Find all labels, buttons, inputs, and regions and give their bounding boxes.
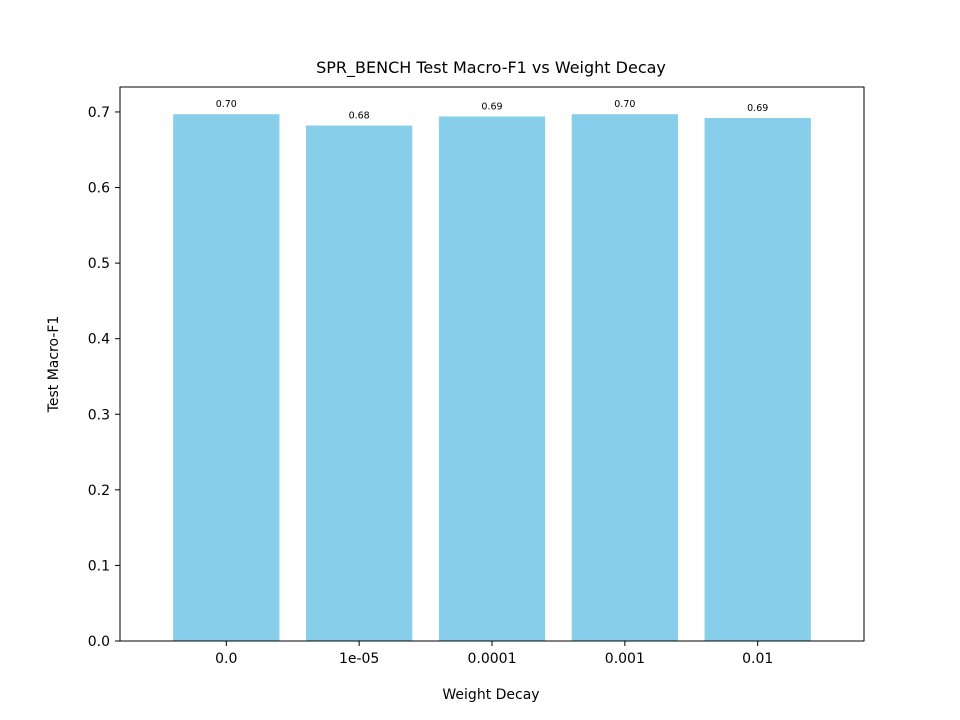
plot-frame [119,86,865,642]
y-tick-label-0.1: 0.1 [88,558,110,574]
x-tick-label-0.001: 0.001 [605,651,645,667]
y-tick-label-0.3: 0.3 [88,407,110,423]
x-tick-label-1e-05: 1e-05 [339,651,379,667]
x-tick-label-0.0001: 0.0001 [468,651,517,667]
bar-0.0001 [438,116,546,641]
y-tick-label-0.5: 0.5 [88,256,110,272]
bar-0.001 [571,114,678,641]
y-tick-label-0.0: 0.0 [88,634,110,650]
data-label-0.0: 0.70 [216,99,237,110]
y-tick-label-0.2: 0.2 [88,483,110,499]
data-label-0.01: 0.69 [747,103,768,114]
data-label-0.0001: 0.69 [481,101,502,112]
axes: 0.0 1e-05 0.0001 0.001 0.01 0.0 0.1 0.2 0.3 0.4 0.… [88,86,865,667]
y-axis-label: Test Macro-F1 [46,316,62,414]
bar-0.0 [173,114,280,641]
x-tick-label-0.0: 0.0 [215,651,237,667]
data-label-0.001: 0.70 [614,99,635,110]
y-tick-label-0.6: 0.6 [88,181,110,197]
data-label-1e-05: 0.68 [349,111,370,122]
x-tick-label-0.01: 0.01 [742,651,773,667]
bar-0.01 [704,117,811,641]
bars: 0.70 0.68 0.69 0.70 0.69 [173,99,811,641]
x-axis-label: Weight Decay [442,687,539,703]
y-tick-label-0.4: 0.4 [88,332,110,348]
bar-1e-05 [306,125,413,641]
chart-title: SPR_BENCH Test Macro-F1 vs Weight Decay [316,58,666,78]
y-tick-label-0.7: 0.7 [88,105,110,121]
